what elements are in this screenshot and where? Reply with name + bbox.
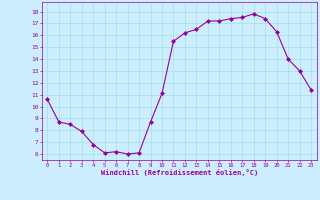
X-axis label: Windchill (Refroidissement éolien,°C): Windchill (Refroidissement éolien,°C): [100, 169, 258, 176]
